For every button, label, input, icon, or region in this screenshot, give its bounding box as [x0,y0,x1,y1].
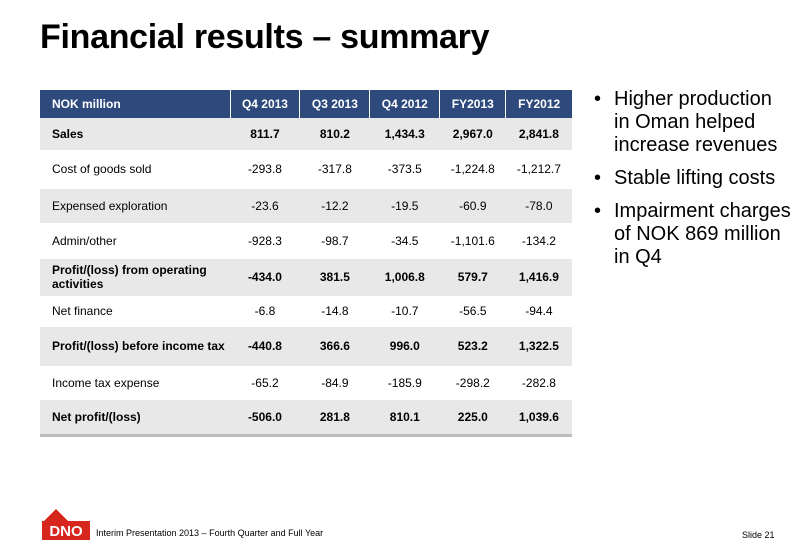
table-cell: -282.8 [505,366,572,400]
table-cell: -84.9 [299,366,370,400]
table-cell: -1,212.7 [505,150,572,189]
table-cell: -56.5 [439,296,506,327]
table-cell: -14.8 [299,296,370,327]
table-cell: -23.6 [230,188,300,224]
table-cell: -78.0 [505,188,572,224]
table-header-row: NOK million Q4 2013 Q3 2013 Q4 2012 FY20… [40,90,572,118]
table-cell: 281.8 [299,399,370,437]
dno-logo: DNO [42,509,90,540]
bullet-item: • Impairment charges of NOK 869 million … [592,200,792,269]
table-cell: -293.8 [230,150,300,189]
table-cell: 2,841.8 [505,118,572,151]
logo-text: DNO [49,523,83,540]
bullet-text: Impairment charges of NOK 869 million in… [614,200,791,268]
table-cell: 1,322.5 [505,326,572,367]
table-cell: 366.6 [299,326,370,367]
table-cell: -298.2 [439,366,506,400]
header-cell: Q3 2013 [299,90,371,118]
bullet-dot-icon: • [594,200,602,222]
table-cell: -373.5 [369,150,440,189]
table-cell: -10.7 [369,296,440,327]
bullet-dot-icon: • [594,88,602,110]
bullet-text: Stable lifting costs [614,167,776,189]
table-cell: 810.2 [299,118,370,151]
table-cell: -434.0 [230,258,300,297]
bullet-item: • Stable lifting costs [592,167,792,190]
header-cell: FY2012 [505,90,572,118]
table-cell: 811.7 [230,118,300,151]
row-label: Sales [40,118,230,151]
table-cell: 579.7 [439,258,506,297]
header-cell: FY2013 [439,90,507,118]
row-label: Net profit/(loss) [40,399,230,437]
table-cell: 1,416.9 [505,258,572,297]
bullet-text: Higher production in Oman helped increas… [614,88,778,156]
row-label: Profit/(loss) before income tax [40,326,230,367]
table-row: Admin/other -928.3 -98.7 -34.5 -1,101.6 … [40,223,572,259]
row-label: Cost of goods sold [40,150,230,189]
table-row: Net finance -6.8 -14.8 -10.7 -56.5 -94.4 [40,296,572,327]
table-cell: -134.2 [505,223,572,259]
table-cell: -928.3 [230,223,300,259]
table-cell: 1,039.6 [505,399,572,437]
table-cell: 2,967.0 [439,118,506,151]
slide-number: Slide 21 [742,530,775,540]
table-cell: -19.5 [369,188,440,224]
table-cell: -98.7 [299,223,370,259]
table-cell: 523.2 [439,326,506,367]
table-cell: 1,434.3 [369,118,440,151]
table-cell: 381.5 [299,258,370,297]
table-cell: 996.0 [369,326,440,367]
header-cell: Q4 2012 [369,90,441,118]
table-cell: -94.4 [505,296,572,327]
table-cell: -60.9 [439,188,506,224]
table-cell: -506.0 [230,399,300,437]
summary-bullets: • Higher production in Oman helped incre… [592,88,792,279]
table-cell: -317.8 [299,150,370,189]
row-label: Expensed exploration [40,188,230,224]
table-cell: -12.2 [299,188,370,224]
table-cell: -185.9 [369,366,440,400]
table-row: Net profit/(loss) -506.0 281.8 810.1 225… [40,399,572,437]
table-row: Profit/(loss) before income tax -440.8 3… [40,326,572,367]
header-cell: Q4 2013 [230,90,301,118]
row-label: Income tax expense [40,366,230,400]
row-label: Admin/other [40,223,230,259]
table-cell: -34.5 [369,223,440,259]
table-row: Income tax expense -65.2 -84.9 -185.9 -2… [40,366,572,400]
table-row: Profit/(loss) from operating activities … [40,258,572,297]
table-cell: -440.8 [230,326,300,367]
table-cell: 810.1 [369,399,440,437]
table-row: Sales 811.7 810.2 1,434.3 2,967.0 2,841.… [40,118,572,151]
table-row: Cost of goods sold -293.8 -317.8 -373.5 … [40,150,572,189]
table-row: Expensed exploration -23.6 -12.2 -19.5 -… [40,188,572,224]
table-cell: -1,101.6 [439,223,506,259]
footer-text: Interim Presentation 2013 – Fourth Quart… [96,528,324,538]
table-cell: 1,006.8 [369,258,440,297]
table-cell: 225.0 [439,399,506,437]
table-cell: -6.8 [230,296,300,327]
row-label: Net finance [40,296,230,327]
table-cell: -1,224.8 [439,150,506,189]
row-label: Profit/(loss) from operating activities [40,258,230,297]
table-cell: -65.2 [230,366,300,400]
financial-table: NOK million Q4 2013 Q3 2013 Q4 2012 FY20… [40,90,572,437]
header-cell: NOK million [40,90,231,118]
bullet-item: • Higher production in Oman helped incre… [592,88,792,157]
page-title: Financial results – summary [40,18,490,56]
bullet-dot-icon: • [594,167,602,189]
